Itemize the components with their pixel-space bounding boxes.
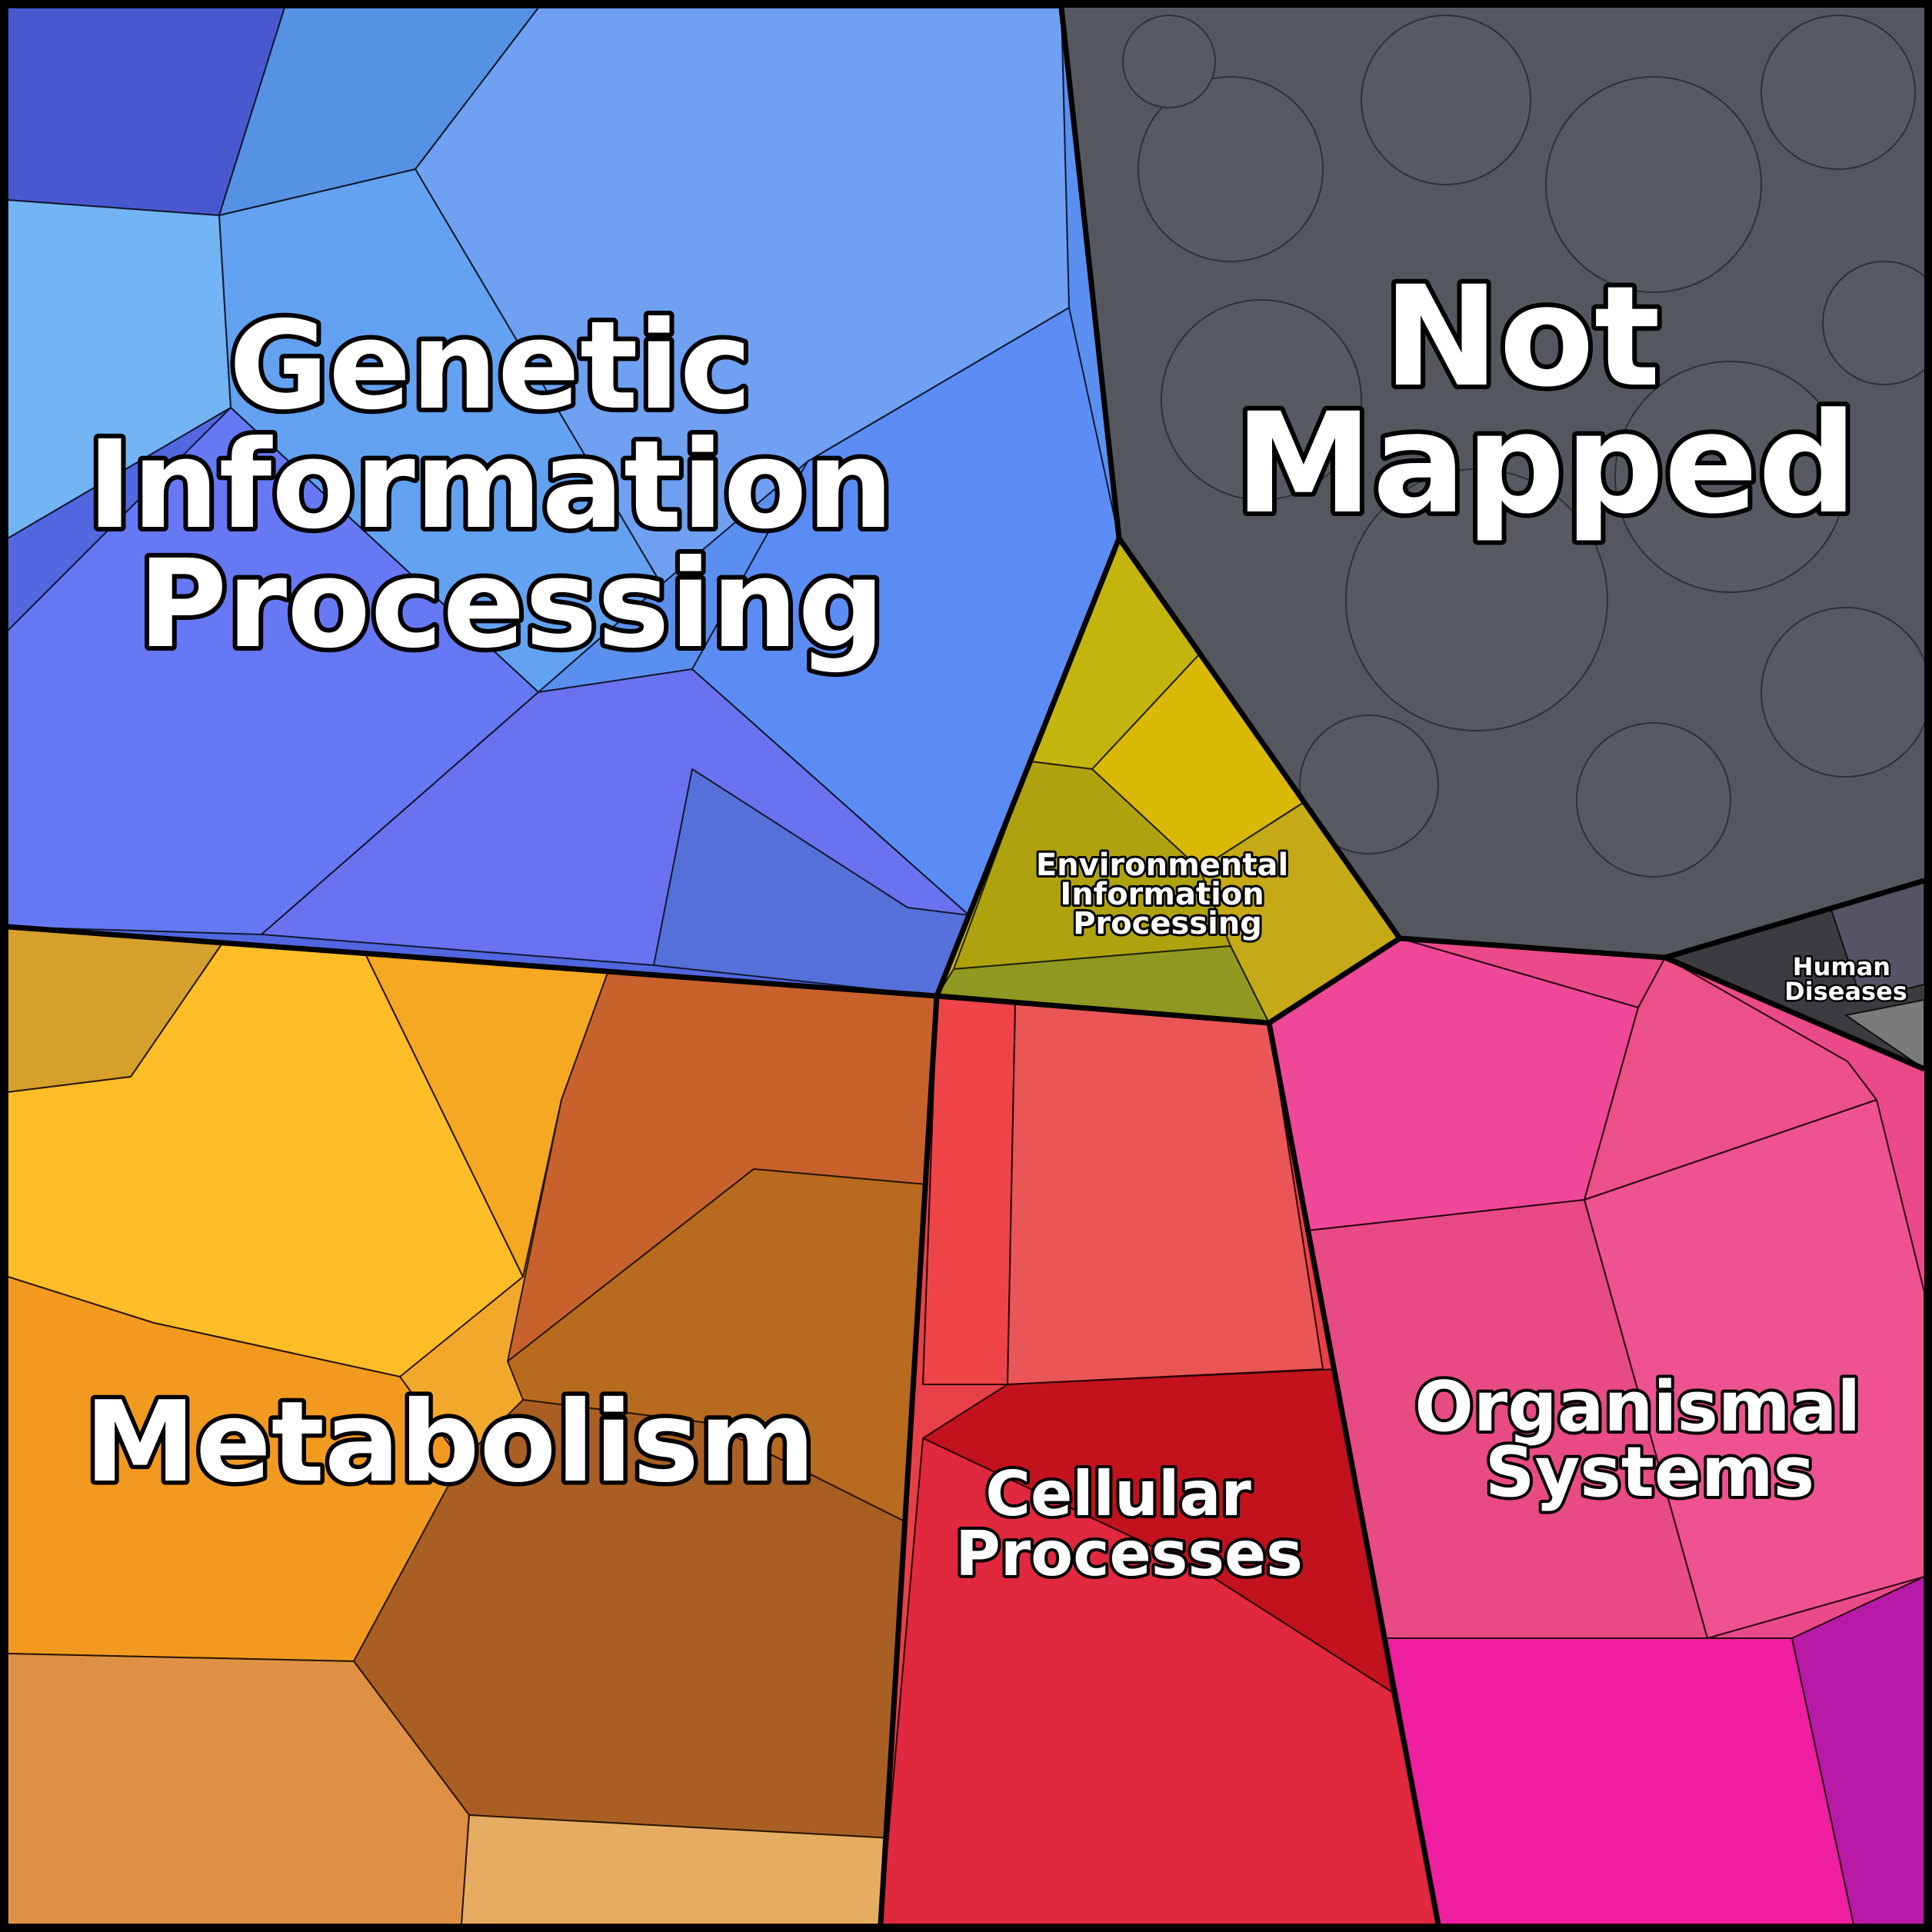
region-organismal-systems — [1269, 938, 1924, 1924]
label-genetic-line-2: Information — [87, 415, 893, 556]
label-organismal-line-2: Systems — [1485, 1432, 1814, 1513]
label-human-diseases: Human Diseases — [1784, 952, 1907, 1006]
label-metabolism-line-1: Metabolism — [85, 1377, 815, 1507]
region-metabolism — [8, 927, 937, 1924]
label-genetic-line-1: Genetic — [229, 295, 752, 437]
label-human-line-2: Diseases — [1784, 977, 1907, 1006]
label-env-line-2: Information — [1060, 877, 1264, 912]
label-human-line-1: Human — [1793, 952, 1890, 981]
label-cellular-line-2: Processes — [955, 1518, 1303, 1590]
label-genetic-information-processing: Genetic Information Processing — [87, 295, 935, 675]
label-cellular-line-1: Cellular — [985, 1458, 1251, 1530]
label-not-mapped-line-1: Not — [1383, 257, 1660, 418]
region-environmental-information-processing — [937, 538, 1400, 1023]
label-cellular-processes: Cellular Processes — [955, 1458, 1303, 1590]
label-organismal-systems: Organismal Systems — [1414, 1367, 1884, 1513]
label-env-line-1: Environmental — [1036, 848, 1288, 883]
label-genetic-line-3: Processing — [138, 534, 885, 675]
label-environmental-information-processing: Environmental Information Processing — [1036, 848, 1299, 941]
label-not-mapped-line-2: Mapped — [1234, 384, 1857, 545]
label-env-line-3: Processing — [1073, 906, 1262, 941]
label-not-mapped: Not Mapped — [1234, 257, 1857, 545]
region-not-mapped — [1061, 8, 1924, 958]
label-metabolism: Metabolism — [85, 1377, 815, 1507]
region-genetic-information-processing — [8, 8, 1119, 996]
region-cellular-processes — [881, 996, 1438, 1924]
label-organismal-line-1: Organismal — [1414, 1367, 1860, 1447]
